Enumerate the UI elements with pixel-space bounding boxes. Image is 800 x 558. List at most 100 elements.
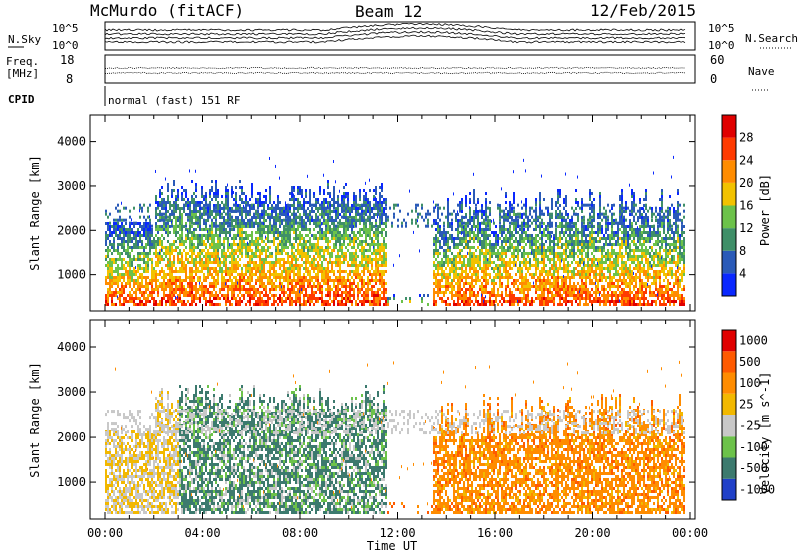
power-cell [189, 222, 191, 225]
power-cell [143, 234, 145, 237]
power-cell [453, 270, 455, 273]
power-cell [131, 288, 133, 291]
power-cell [265, 294, 267, 297]
power-cell [353, 225, 354, 228]
power-cell [175, 285, 177, 288]
power-cell [235, 219, 237, 222]
power-cell [163, 282, 165, 285]
power-cell [141, 243, 143, 246]
power-cell [441, 276, 443, 279]
power-cell [155, 195, 157, 198]
power-cell [317, 279, 319, 282]
power-cell [317, 240, 319, 243]
power-cell [509, 276, 511, 279]
power-cell [465, 288, 467, 291]
power-cell [379, 255, 381, 258]
power-cell [345, 297, 347, 300]
power-cell [277, 219, 279, 222]
power-cell [223, 282, 225, 285]
power-cell [191, 225, 193, 228]
power-cell [383, 243, 385, 246]
power-cell [297, 237, 299, 240]
power-cell [329, 288, 331, 291]
power-cell [333, 291, 335, 294]
power-cell [259, 300, 261, 303]
power-cell [441, 231, 443, 234]
power-cell [187, 204, 189, 207]
power-cell [135, 222, 137, 225]
power-cell [323, 279, 325, 282]
power-cell [469, 288, 471, 291]
power-cell [383, 213, 385, 216]
power-cell [201, 252, 203, 255]
power-cell [353, 243, 355, 246]
power-cell [289, 270, 291, 273]
power-cell [351, 282, 353, 285]
power-cell [313, 285, 315, 288]
power-cell [355, 264, 357, 267]
power-cell [447, 246, 449, 249]
power-cell [373, 225, 375, 228]
power-cell [217, 195, 219, 198]
power-cell [309, 285, 311, 288]
power-cell [381, 258, 383, 261]
power-cell [459, 252, 461, 255]
power-cell [169, 258, 171, 261]
power-cell [489, 291, 491, 294]
power-cell [305, 213, 307, 216]
power-cell [247, 246, 249, 249]
power-cell [221, 279, 223, 282]
power-cell [213, 204, 215, 207]
power-cell [277, 195, 279, 198]
power-cell [297, 225, 299, 228]
power-cell [119, 231, 121, 234]
power-cell [157, 204, 159, 207]
power-cell [459, 294, 461, 297]
power-cell [381, 204, 383, 207]
power-cell [365, 228, 367, 231]
power-cell [155, 282, 157, 285]
power-cell [327, 205, 328, 208]
power-cell [459, 273, 461, 276]
power-cell [315, 249, 317, 252]
power-cell [445, 240, 447, 243]
power-cell [129, 285, 131, 288]
power-cell [443, 276, 445, 279]
power-cell [367, 276, 369, 279]
power-cell [475, 294, 477, 297]
power-cell [437, 291, 439, 294]
power-cell [185, 294, 187, 297]
power-cell [283, 264, 285, 267]
power-cell [269, 264, 271, 267]
power-cell [283, 237, 285, 240]
power-cell [131, 222, 133, 225]
power-cell [125, 249, 127, 252]
power-cell [139, 222, 141, 225]
power-cell [319, 213, 321, 216]
power-cell [195, 261, 197, 264]
power-cell [181, 234, 183, 237]
power-cell [113, 237, 115, 240]
power-cell [239, 213, 241, 216]
power-cell [489, 219, 491, 222]
power-cell [301, 276, 303, 279]
power-cell [333, 201, 335, 204]
power-cell [203, 291, 205, 294]
power-cell [377, 213, 379, 216]
power-cell [173, 201, 175, 204]
power-cell [249, 297, 251, 300]
power-cell [475, 204, 477, 207]
power-cell [487, 300, 489, 303]
power-cell [507, 219, 509, 222]
power-cell [315, 276, 317, 279]
power-cell [319, 288, 321, 291]
power-cell [315, 300, 317, 303]
power-cell [221, 282, 223, 285]
power-cell [165, 178, 166, 181]
power-cell [199, 261, 201, 264]
power-cell [377, 228, 379, 231]
power-cell [115, 267, 117, 270]
power-cell [219, 234, 221, 237]
power-cell [459, 219, 461, 222]
power-cell [353, 252, 355, 255]
